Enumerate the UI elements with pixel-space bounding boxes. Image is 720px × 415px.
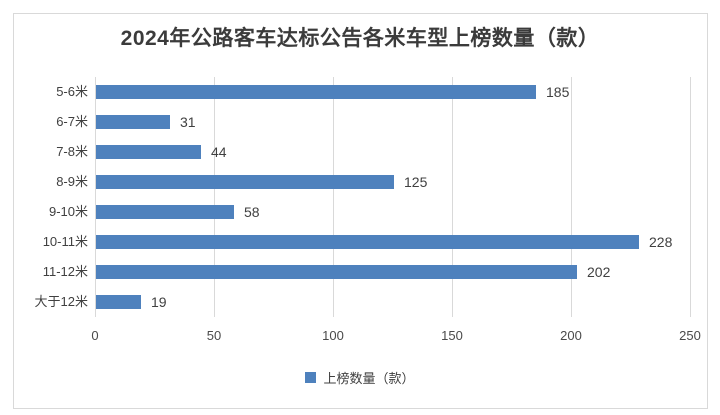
bar-row-3: 44 bbox=[95, 137, 690, 167]
gridline-x-250 bbox=[690, 77, 691, 317]
plot-area: 185 31 44 125 58 228 202 19 bbox=[95, 77, 691, 317]
data-label-10-11米: 228 bbox=[649, 234, 673, 250]
bar-9-10米 bbox=[96, 205, 234, 219]
data-label-11-12米: 202 bbox=[587, 264, 611, 280]
tick-label-150: 150 bbox=[441, 328, 463, 343]
gridline-x-50 bbox=[214, 77, 215, 317]
data-label-7-8米: 44 bbox=[211, 144, 227, 160]
bar-row-7: 202 bbox=[95, 257, 690, 287]
gridline-x-100 bbox=[333, 77, 334, 317]
tick-label-200: 200 bbox=[560, 328, 582, 343]
data-label-6-7米: 31 bbox=[180, 114, 196, 130]
bar-7-8米 bbox=[96, 145, 201, 159]
category-label-8-9米: 8-9米 bbox=[56, 174, 88, 189]
gridline-x-200 bbox=[571, 77, 572, 317]
category-label-大于12米: 大于12米 bbox=[34, 294, 88, 309]
data-label-5-6米: 185 bbox=[546, 84, 570, 100]
bar-row-8: 19 bbox=[95, 287, 690, 317]
category-label-10-11米: 10-11米 bbox=[42, 234, 88, 249]
legend-swatch-icon bbox=[305, 371, 317, 383]
tick-label-250: 250 bbox=[679, 328, 701, 343]
category-label-7-8米: 7-8米 bbox=[56, 144, 88, 159]
data-label-9-10米: 58 bbox=[244, 204, 260, 220]
legend: 上榜数量（款） bbox=[0, 368, 720, 386]
data-label-大于12米: 19 bbox=[151, 294, 167, 310]
bar-row-6: 228 bbox=[95, 227, 690, 257]
chart-title: 2024年公路客车达标公告各米车型上榜数量（款） bbox=[120, 27, 600, 50]
data-label-8-9米: 125 bbox=[404, 174, 428, 190]
bar-大于12米 bbox=[96, 295, 141, 309]
bar-8-9米 bbox=[96, 175, 394, 189]
category-label-11-12米: 11-12米 bbox=[42, 264, 88, 279]
tick-label-0: 0 bbox=[91, 328, 99, 343]
legend-label: 上榜数量（款） bbox=[323, 370, 415, 386]
category-label-5-6米: 5-6米 bbox=[56, 84, 88, 99]
bar-6-7米 bbox=[96, 115, 170, 129]
bar-row-1: 185 bbox=[95, 77, 690, 107]
tick-label-100: 100 bbox=[322, 328, 344, 343]
tick-label-50: 50 bbox=[206, 328, 222, 343]
bar-row-4: 125 bbox=[95, 167, 690, 197]
bar-row-2: 31 bbox=[95, 107, 690, 137]
category-label-9-10米: 9-10米 bbox=[48, 204, 88, 219]
bar-11-12米 bbox=[96, 265, 577, 279]
gridline-x-0 bbox=[95, 77, 96, 317]
bar-5-6米 bbox=[96, 85, 536, 99]
bar-10-11米 bbox=[96, 235, 639, 249]
bar-row-5: 58 bbox=[95, 197, 690, 227]
gridline-x-150 bbox=[452, 77, 453, 317]
category-label-6-7米: 6-7米 bbox=[56, 114, 88, 129]
